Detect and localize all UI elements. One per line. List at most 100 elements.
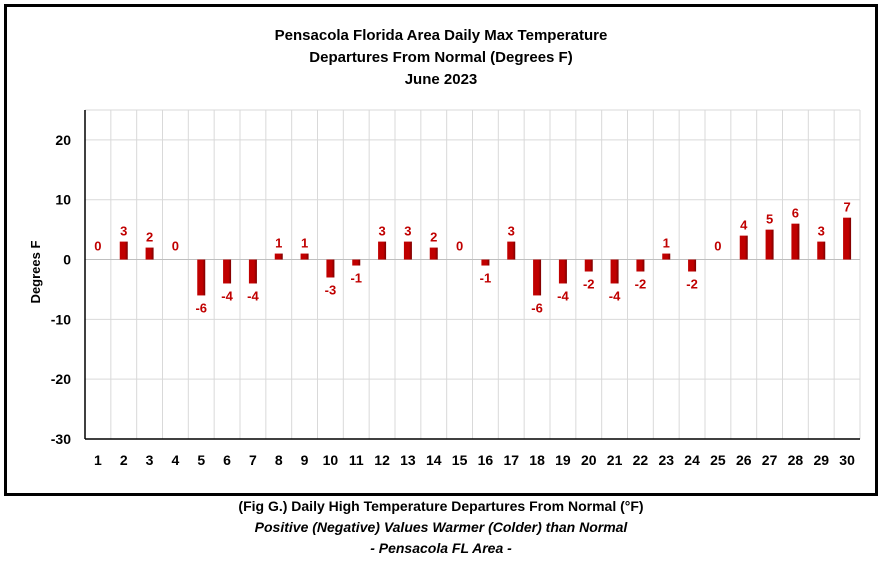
x-tick-label: 2 (120, 452, 128, 468)
x-tick-label: 16 (478, 452, 494, 468)
data-label: -6 (195, 300, 207, 315)
data-label: 3 (120, 224, 127, 239)
data-label: 3 (404, 224, 411, 239)
data-label: 0 (456, 239, 463, 254)
x-tick-label: 30 (839, 452, 855, 468)
data-label: -1 (350, 271, 362, 286)
data-label: -3 (325, 282, 337, 297)
data-label: 1 (301, 236, 308, 251)
caption-line-2: Positive (Negative) Values Warmer (Colde… (254, 519, 628, 535)
bar (610, 259, 619, 284)
data-label: 3 (378, 224, 385, 239)
data-label: 0 (714, 239, 721, 254)
data-label: 0 (172, 239, 179, 254)
caption-line-1: (Fig G.) Daily High Temperature Departur… (238, 498, 644, 514)
y-axis-label: Degrees F (28, 241, 43, 304)
y-tick-label: -20 (51, 371, 71, 387)
bar (481, 259, 490, 266)
y-tick-label: -10 (51, 311, 71, 327)
data-label: 1 (275, 236, 282, 251)
data-label: 2 (430, 230, 437, 245)
bar (791, 223, 800, 260)
x-tick-label: 19 (555, 452, 571, 468)
bar (533, 259, 542, 296)
x-tick-label: 4 (172, 452, 180, 468)
chart-title-line-2: Departures From Normal (Degrees F) (309, 49, 572, 66)
data-label: -2 (686, 277, 698, 292)
bar (119, 241, 128, 260)
data-label: -2 (583, 277, 595, 292)
y-tick-label: 10 (55, 192, 71, 208)
bar (352, 259, 361, 266)
data-label: -4 (557, 288, 569, 303)
chart-title-line-1: Pensacola Florida Area Daily Max Tempera… (275, 27, 608, 44)
x-tick-label: 15 (452, 452, 468, 468)
x-tick-label: 24 (684, 452, 700, 468)
bar (429, 247, 438, 260)
bar (636, 259, 645, 272)
data-label: 2 (146, 230, 153, 245)
bar (223, 259, 232, 284)
bar (558, 259, 567, 284)
x-tick-label: 29 (813, 452, 829, 468)
bar (765, 229, 774, 260)
x-tick-label: 9 (301, 452, 309, 468)
bar (274, 253, 283, 260)
x-tick-label: 14 (426, 452, 442, 468)
x-tick-label: 11 (349, 452, 364, 468)
data-label: -2 (635, 277, 647, 292)
bar (248, 259, 257, 284)
x-tick-label: 23 (658, 452, 674, 468)
y-tick-label: 20 (55, 132, 71, 148)
data-label: 6 (792, 206, 799, 221)
bar (584, 259, 593, 272)
x-tick-label: 22 (633, 452, 649, 468)
x-tick-label: 21 (607, 452, 623, 468)
x-tick-label: 17 (503, 452, 519, 468)
x-tick-label: 20 (581, 452, 597, 468)
data-label: -6 (531, 300, 543, 315)
data-label: 5 (766, 212, 773, 227)
x-tick-label: 18 (529, 452, 545, 468)
x-tick-label: 25 (710, 452, 726, 468)
y-tick-label: 0 (63, 252, 71, 268)
data-label: -4 (609, 288, 621, 303)
data-label: 3 (508, 224, 515, 239)
x-tick-label: 10 (323, 452, 339, 468)
x-tick-label: 27 (762, 452, 778, 468)
y-tick-label: -30 (51, 431, 71, 447)
bar (300, 253, 309, 260)
caption-line-3: - Pensacola FL Area - (370, 540, 512, 556)
bar (378, 241, 387, 260)
x-tick-label: 1 (94, 452, 102, 468)
bar (507, 241, 516, 260)
plot-area: 20100-10-20-30102332405-66-47-4819110-31… (51, 109, 861, 468)
bar (197, 259, 206, 296)
x-tick-label: 12 (374, 452, 390, 468)
data-label: 1 (663, 236, 670, 251)
x-tick-label: 5 (197, 452, 205, 468)
data-label: 3 (818, 224, 825, 239)
data-label: -4 (221, 288, 233, 303)
x-tick-label: 26 (736, 452, 752, 468)
data-label: -4 (247, 288, 259, 303)
data-label: 0 (94, 239, 101, 254)
chart-title: Pensacola Florida Area Daily Max Tempera… (275, 27, 608, 88)
bar (662, 253, 671, 260)
chart-svg: Pensacola Florida Area Daily Max Tempera… (28, 27, 861, 468)
x-tick-label: 8 (275, 452, 283, 468)
bar (688, 259, 697, 272)
bar (843, 217, 852, 260)
x-tick-label: 3 (146, 452, 154, 468)
x-tick-label: 13 (400, 452, 416, 468)
bar (403, 241, 412, 260)
bar (326, 259, 335, 278)
x-tick-label: 6 (223, 452, 231, 468)
x-tick-label: 7 (249, 452, 257, 468)
data-label: -1 (480, 271, 492, 286)
bar (817, 241, 826, 260)
bar (145, 247, 154, 260)
data-label: 7 (843, 200, 850, 215)
bar (739, 235, 748, 260)
data-label: 4 (740, 218, 748, 233)
